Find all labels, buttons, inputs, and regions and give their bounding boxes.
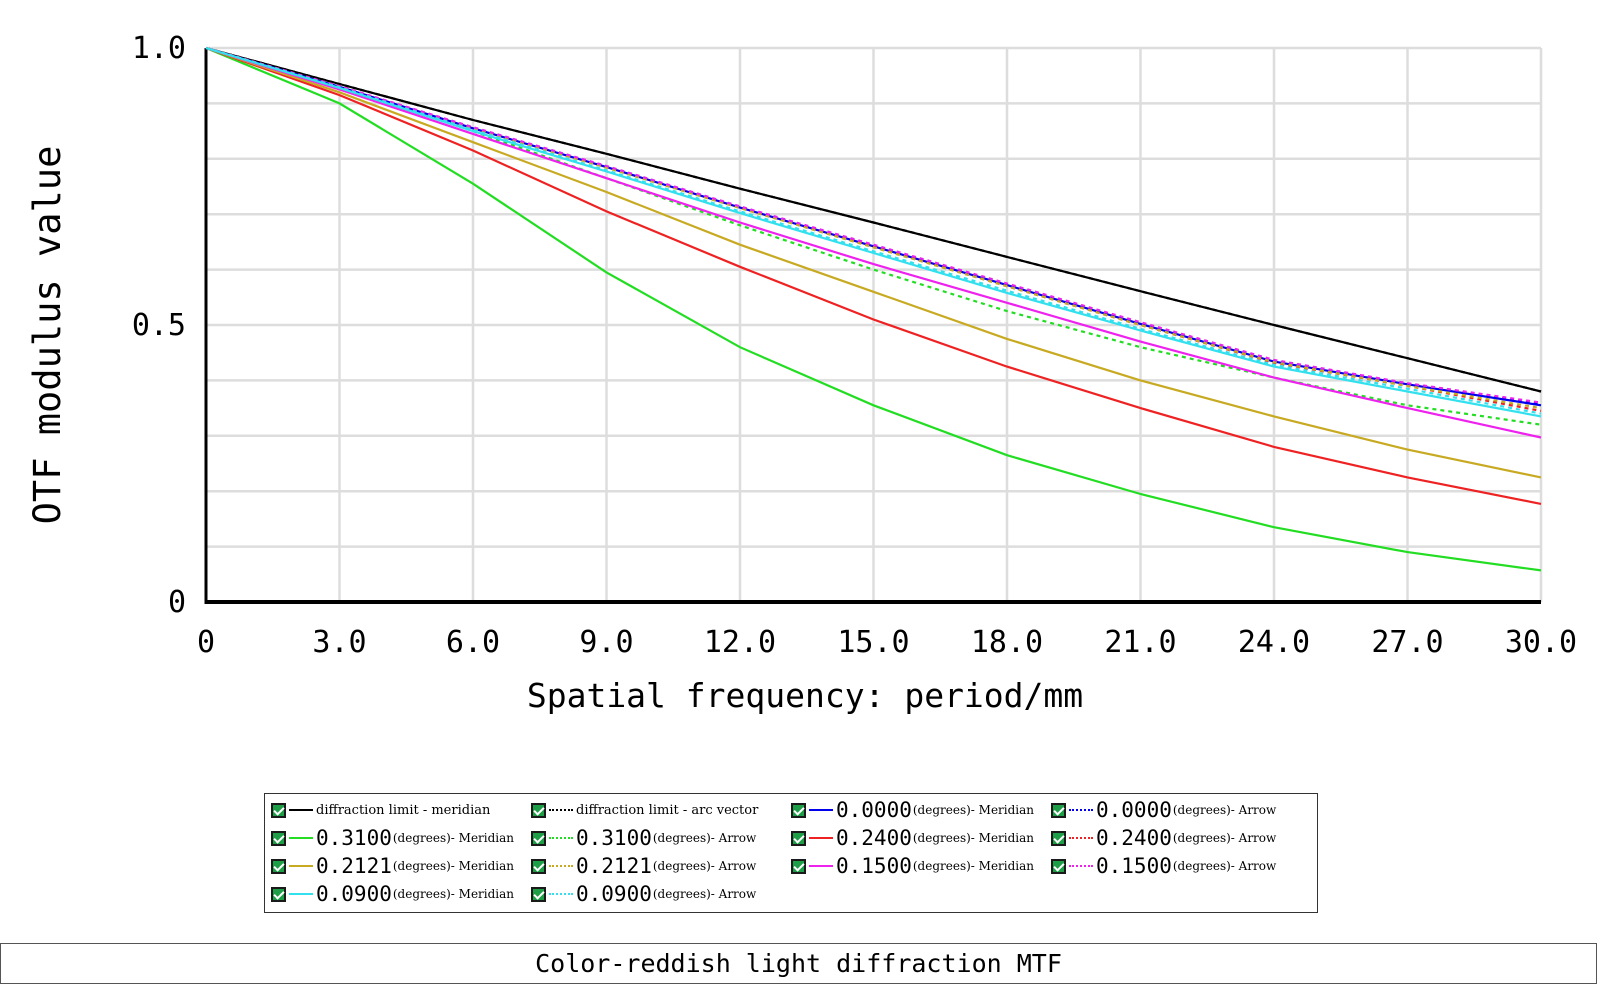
legend-label: (degrees)- Arrow: [652, 831, 757, 845]
figure-caption: Color-reddish light diffraction MTF: [0, 943, 1597, 984]
y-tick-label: 1.0: [132, 31, 186, 66]
line-swatch-icon: [549, 837, 573, 839]
x-tick-labels: 0 3.0 6.0 9.0 12.0 15.0 18.0 21.0 24.0 27.0 30.0: [197, 625, 1577, 660]
checkbox-icon[interactable]: [271, 830, 286, 846]
legend-label: (degrees)- Meridian: [912, 803, 1035, 817]
checkbox-icon[interactable]: [271, 802, 286, 818]
legend-item[interactable]: 0.2121 (degrees)- Arrow: [531, 854, 756, 878]
legend-label: (degrees)- Meridian: [392, 859, 515, 873]
y-tick-label: 0: [168, 585, 186, 620]
line-swatch-icon: [1069, 837, 1093, 839]
x-tick-label: 21.0: [1104, 625, 1176, 660]
x-tick-label: 30.0: [1505, 625, 1577, 660]
checkbox-icon[interactable]: [531, 830, 546, 846]
mtf-chart: 0 3.0 6.0 9.0 12.0 15.0 18.0 21.0 24.0 27.0 30.0 1…: [26, 31, 1577, 715]
series-line-4: [205, 46, 1542, 572]
legend-item[interactable]: 0.0000 (degrees)- Arrow: [1051, 798, 1276, 822]
checkbox-icon[interactable]: [531, 802, 546, 818]
x-tick-label: 12.0: [704, 625, 776, 660]
legend-label: (degrees)- Meridian: [912, 859, 1035, 873]
legend-value: 0.3100: [576, 826, 652, 850]
legend-item[interactable]: 0.0900 (degrees)- Arrow: [531, 882, 756, 906]
line-swatch-icon: [549, 893, 573, 895]
checkbox-icon[interactable]: [531, 886, 546, 902]
series-line-1: [205, 46, 1542, 393]
x-tick-label: 3.0: [312, 625, 366, 660]
legend-label: (degrees)- Arrow: [1172, 859, 1277, 873]
x-tick-label: 18.0: [971, 625, 1043, 660]
x-tick-label: 9.0: [579, 625, 633, 660]
legend-value: 0.0000: [836, 798, 912, 822]
legend-value: 0.1500: [1096, 854, 1172, 878]
legend-label: (degrees)- Meridian: [392, 887, 515, 901]
line-swatch-icon: [1069, 865, 1093, 867]
legend-label: (degrees)- Arrow: [1172, 803, 1277, 817]
checkbox-icon[interactable]: [271, 858, 286, 874]
legend-item[interactable]: 0.3100 (degrees)- Arrow: [531, 826, 756, 850]
legend-item[interactable]: 0.1500 (degrees)- Arrow: [1051, 854, 1276, 878]
x-tick-label: 27.0: [1371, 625, 1443, 660]
checkbox-icon[interactable]: [1051, 858, 1066, 874]
axes: [204, 48, 1541, 604]
legend-label: (degrees)- Arrow: [652, 859, 757, 873]
checkbox-icon[interactable]: [271, 886, 286, 902]
legend-label: diffraction limit - meridian: [316, 802, 491, 818]
legend-item[interactable]: 0.3100 (degrees)- Meridian: [271, 826, 514, 850]
legend-value: 0.0900: [576, 882, 652, 906]
x-tick-label: 15.0: [837, 625, 909, 660]
x-tick-label: 6.0: [446, 625, 500, 660]
legend-value: 0.2400: [1096, 826, 1172, 850]
checkbox-icon[interactable]: [791, 830, 806, 846]
y-axis-label: OTF modulus value: [26, 146, 69, 525]
checkbox-icon[interactable]: [791, 802, 806, 818]
series-line-6: [205, 46, 1542, 505]
line-swatch-icon: [549, 865, 573, 867]
legend-item[interactable]: diffraction limit - arc vector: [531, 798, 758, 822]
legend-value: 0.0900: [316, 882, 392, 906]
x-tick-label: 0: [197, 625, 215, 660]
legend-value: 0.0000: [1096, 798, 1172, 822]
legend-item[interactable]: 0.2400 (degrees)- Meridian: [791, 826, 1034, 850]
series-line-10: [205, 46, 1542, 439]
legend-item[interactable]: 0.0000 (degrees)- Meridian: [791, 798, 1034, 822]
line-swatch-icon: [289, 809, 313, 811]
legend-label: (degrees)- Meridian: [912, 831, 1035, 845]
checkbox-icon[interactable]: [531, 858, 546, 874]
legend-value: 0.2121: [316, 854, 392, 878]
legend: diffraction limit - meridian diffraction …: [264, 793, 1318, 913]
line-swatch-icon: [809, 809, 833, 811]
checkbox-icon[interactable]: [791, 858, 806, 874]
legend-label: (degrees)- Arrow: [652, 887, 757, 901]
legend-item[interactable]: 0.1500 (degrees)- Meridian: [791, 854, 1034, 878]
legend-label: (degrees)- Arrow: [1172, 831, 1277, 845]
x-tick-label: 24.0: [1238, 625, 1310, 660]
series-line-8: [205, 46, 1542, 479]
line-swatch-icon: [289, 893, 313, 895]
line-swatch-icon: [1069, 809, 1093, 811]
legend-item[interactable]: 0.2400 (degrees)- Arrow: [1051, 826, 1276, 850]
line-swatch-icon: [809, 837, 833, 839]
checkbox-icon[interactable]: [1051, 802, 1066, 818]
legend-label: diffraction limit - arc vector: [576, 802, 759, 818]
legend-value: 0.2121: [576, 854, 652, 878]
legend-value: 0.1500: [836, 854, 912, 878]
line-swatch-icon: [549, 809, 573, 811]
series-lines: [205, 46, 1542, 572]
series-line-13: [205, 46, 1542, 415]
legend-value: 0.3100: [316, 826, 392, 850]
legend-label: (degrees)- Meridian: [392, 831, 515, 845]
grid-lines: [206, 46, 1543, 602]
x-axis-label: Spatial frequency: period/mm: [527, 676, 1083, 715]
legend-value: 0.2400: [836, 826, 912, 850]
legend-item[interactable]: 0.2121 (degrees)- Meridian: [271, 854, 514, 878]
y-tick-labels: 1.0 0.5 0: [132, 31, 186, 620]
y-tick-label: 0.5: [132, 308, 186, 343]
legend-item[interactable]: diffraction limit - meridian: [271, 798, 490, 822]
checkbox-icon[interactable]: [1051, 830, 1066, 846]
line-swatch-icon: [809, 865, 833, 867]
legend-item[interactable]: 0.0900 (degrees)- Meridian: [271, 882, 514, 906]
line-swatch-icon: [289, 865, 313, 867]
line-swatch-icon: [289, 837, 313, 839]
